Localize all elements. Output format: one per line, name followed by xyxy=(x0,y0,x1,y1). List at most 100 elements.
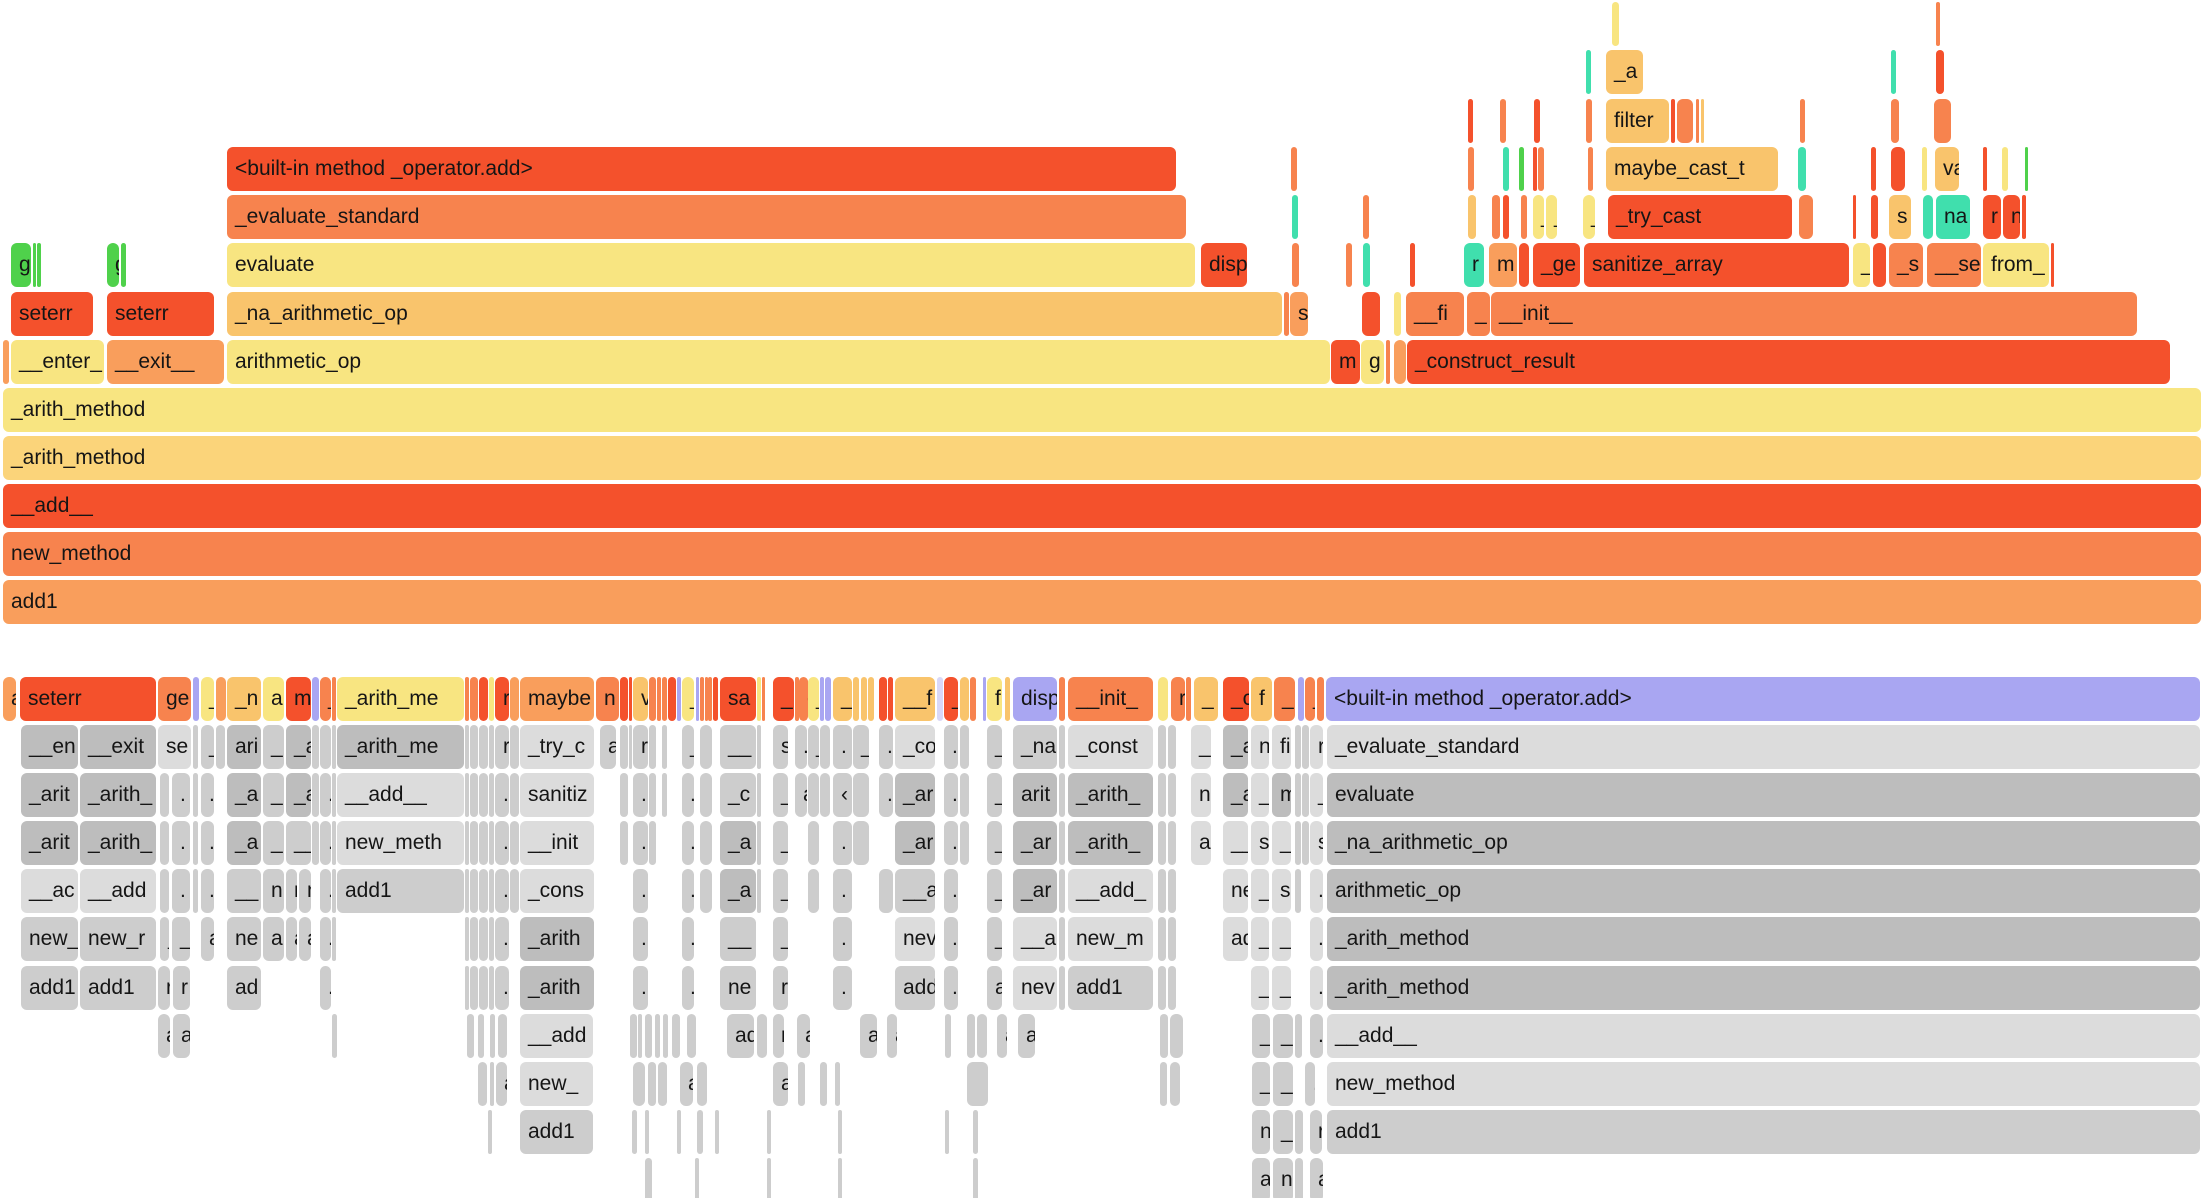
flame-bar[interactable]: r xyxy=(158,966,170,1010)
flame-bar[interactable]: a xyxy=(1310,1158,1323,1198)
flame-bar[interactable]: va xyxy=(1935,147,1959,191)
flame-bar[interactable] xyxy=(677,1110,681,1154)
flame-bar[interactable] xyxy=(1168,821,1176,865)
flame-bar[interactable]: _arith_ xyxy=(80,773,156,817)
flame-bar[interactable]: r xyxy=(773,966,788,1010)
flame-bar[interactable] xyxy=(662,773,667,817)
flame-bar[interactable]: __se xyxy=(1927,243,1981,287)
flame-bar[interactable]: maybe xyxy=(520,677,594,721)
flame-bar[interactable]: sanitiz xyxy=(520,773,594,817)
flame-bar[interactable] xyxy=(620,677,628,721)
flame-bar[interactable]: __f xyxy=(895,677,935,721)
flame-bar[interactable]: . xyxy=(633,966,648,1010)
flame-bar[interactable]: _ xyxy=(773,869,788,913)
flame-bar[interactable]: a xyxy=(860,1014,877,1058)
flame-bar[interactable]: a xyxy=(797,1014,810,1058)
flame-bar[interactable]: <built-in method _operator.add> xyxy=(227,147,1176,191)
flame-bar[interactable]: __init xyxy=(520,821,594,865)
flame-bar[interactable]: disp xyxy=(1201,243,1247,287)
flame-bar[interactable] xyxy=(1519,243,1529,287)
flame-bar[interactable] xyxy=(1168,725,1176,769)
flame-bar[interactable]: disp xyxy=(1013,677,1057,721)
flame-bar[interactable] xyxy=(1936,2,1940,46)
flame-bar[interactable]: _ xyxy=(1272,966,1291,1010)
flame-bar[interactable]: _ xyxy=(1272,821,1291,865)
flame-bar[interactable] xyxy=(1295,725,1301,769)
flame-bar[interactable]: __ xyxy=(720,725,756,769)
flame-bar[interactable] xyxy=(767,1158,771,1198)
flame-bar[interactable] xyxy=(465,966,469,1010)
flame-bar[interactable] xyxy=(1519,147,1524,191)
flame-bar[interactable]: from_ xyxy=(1983,243,2049,287)
flame-bar[interactable]: i xyxy=(970,677,976,721)
flame-bar[interactable]: arithmetic_op xyxy=(227,340,1330,384)
flame-bar[interactable] xyxy=(193,773,198,817)
flame-bar[interactable]: r xyxy=(773,1014,784,1058)
flame-bar[interactable] xyxy=(1292,195,1298,239)
flame-bar[interactable]: new_r xyxy=(80,917,156,961)
flame-bar[interactable]: . xyxy=(879,773,893,817)
flame-bar[interactable]: _try_cast xyxy=(1608,195,1792,239)
flame-bar[interactable]: a xyxy=(201,917,214,961)
flame-bar[interactable] xyxy=(479,917,488,961)
flame-bar[interactable]: sanitize_array xyxy=(1584,243,1849,287)
flame-bar[interactable] xyxy=(1363,195,1369,239)
flame-bar[interactable] xyxy=(1534,99,1540,143)
flame-bar[interactable] xyxy=(1059,677,1065,721)
flame-bar[interactable] xyxy=(825,677,831,721)
flame-bar[interactable] xyxy=(663,1014,668,1058)
flame-bar[interactable]: _ xyxy=(987,869,1002,913)
flame-bar[interactable] xyxy=(312,821,319,865)
flame-bar[interactable]: _arith xyxy=(520,917,594,961)
flame-bar[interactable] xyxy=(479,773,488,817)
flame-bar[interactable]: _a xyxy=(1223,725,1248,769)
flame-bar[interactable] xyxy=(470,821,478,865)
flame-bar[interactable] xyxy=(2025,147,2028,191)
flame-bar[interactable] xyxy=(1291,147,1297,191)
flame-bar[interactable]: . xyxy=(833,966,852,1010)
flame-bar[interactable]: __add_ xyxy=(1068,869,1153,913)
flame-bar[interactable] xyxy=(868,677,874,721)
flame-bar[interactable] xyxy=(1853,195,1856,239)
flame-bar[interactable] xyxy=(1386,340,1390,384)
flame-bar[interactable]: a xyxy=(263,917,284,961)
flame-bar[interactable] xyxy=(1521,195,1527,239)
flame-bar[interactable]: . xyxy=(495,869,509,913)
flame-bar[interactable]: __exit xyxy=(80,725,156,769)
flame-bar[interactable]: g xyxy=(1361,340,1384,384)
flame-bar[interactable] xyxy=(983,677,986,721)
flame-bar[interactable]: _ xyxy=(944,677,958,721)
flame-bar[interactable] xyxy=(879,869,893,913)
flame-bar[interactable]: add1 xyxy=(1327,1110,2200,1154)
flame-bar[interactable] xyxy=(332,917,336,961)
flame-bar[interactable]: _try_c xyxy=(520,725,594,769)
flame-bar[interactable] xyxy=(838,1158,842,1198)
flame-bar[interactable]: r xyxy=(1310,725,1323,769)
flame-bar[interactable]: _ xyxy=(1251,966,1269,1010)
flame-bar[interactable]: . xyxy=(1310,917,1323,961)
flame-bar[interactable] xyxy=(1677,99,1693,143)
flame-bar[interactable] xyxy=(629,677,632,721)
flame-bar[interactable] xyxy=(312,773,319,817)
flame-bar[interactable]: _ xyxy=(1533,195,1544,239)
flame-bar[interactable] xyxy=(320,725,331,769)
flame-bar[interactable]: . xyxy=(944,966,958,1010)
flame-bar[interactable]: . xyxy=(320,773,331,817)
flame-bar[interactable]: __ xyxy=(720,917,756,961)
flame-bar[interactable] xyxy=(677,677,681,721)
flame-bar[interactable]: . xyxy=(682,869,694,913)
flame-bar[interactable]: _ xyxy=(773,677,794,721)
flame-bar[interactable] xyxy=(1800,99,1805,143)
flame-bar[interactable] xyxy=(757,1014,767,1058)
flame-bar[interactable] xyxy=(2022,195,2026,239)
flame-bar[interactable]: _ xyxy=(1252,1014,1270,1058)
flame-bar[interactable]: f xyxy=(1251,677,1272,721)
flame-bar[interactable]: _ xyxy=(1273,1062,1293,1106)
flame-bar[interactable]: . xyxy=(495,821,509,865)
flame-bar[interactable] xyxy=(945,1110,949,1154)
flame-bar[interactable]: . xyxy=(833,917,852,961)
flame-bar[interactable] xyxy=(853,677,859,721)
flame-bar[interactable]: . xyxy=(682,966,694,1010)
flame-bar[interactable]: . xyxy=(320,917,331,961)
flame-bar[interactable] xyxy=(808,821,819,865)
